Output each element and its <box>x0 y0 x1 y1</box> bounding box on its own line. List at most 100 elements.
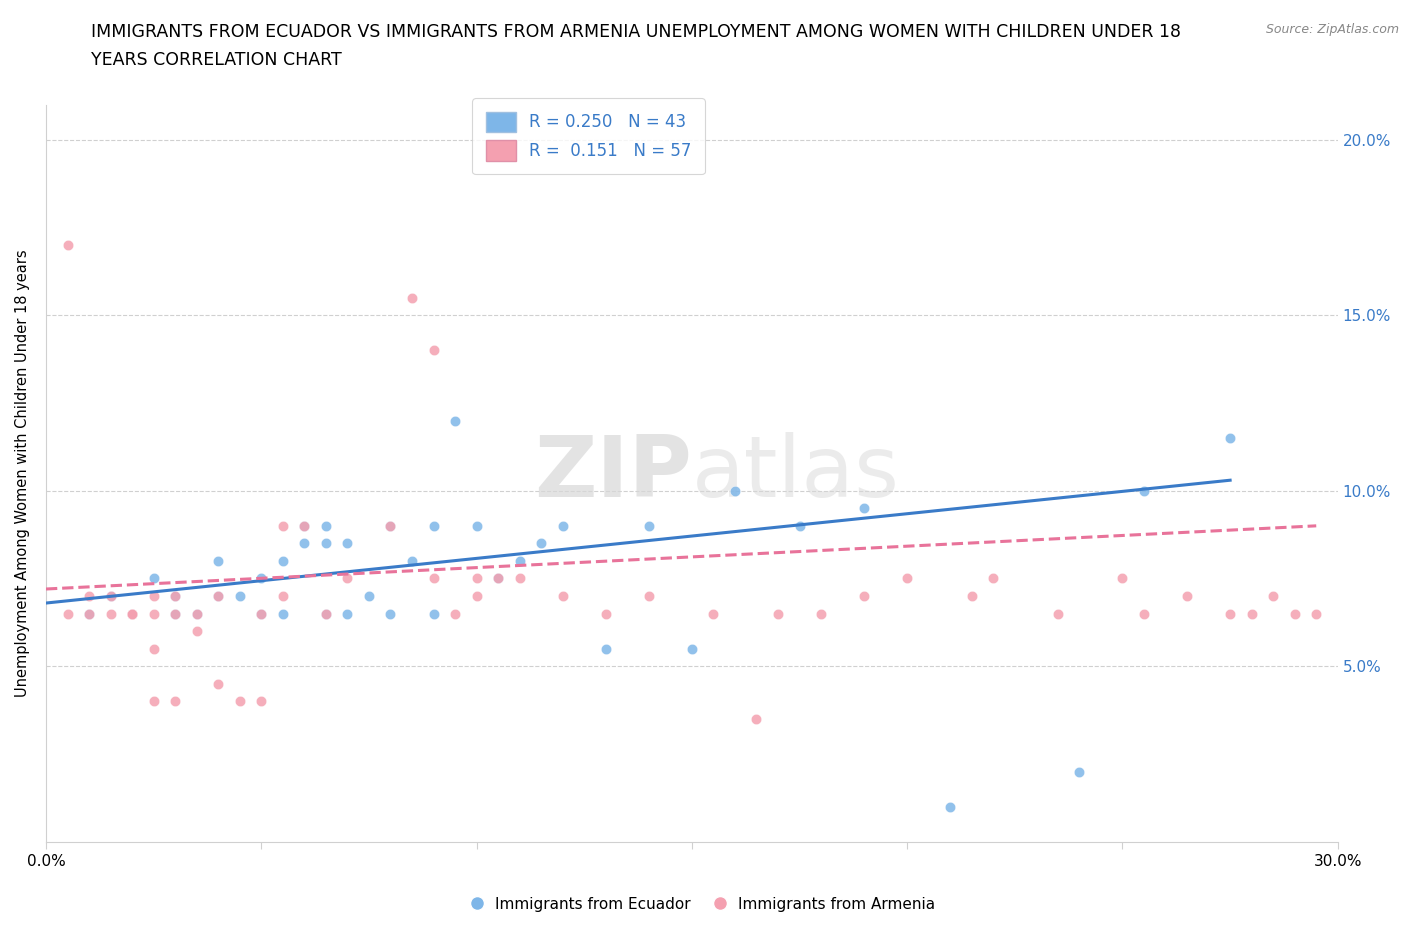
Point <box>207 553 229 568</box>
Point <box>810 606 832 621</box>
Point <box>271 553 294 568</box>
Point <box>486 571 509 586</box>
Point <box>315 536 337 551</box>
Point <box>165 606 187 621</box>
Point <box>422 518 444 533</box>
Point <box>444 413 467 428</box>
Point <box>336 606 359 621</box>
Point <box>380 518 402 533</box>
Point <box>121 606 143 621</box>
Point <box>595 641 617 656</box>
Legend: Immigrants from Ecuador, Immigrants from Armenia: Immigrants from Ecuador, Immigrants from… <box>464 891 942 918</box>
Point <box>121 606 143 621</box>
Point <box>1133 606 1156 621</box>
Point <box>142 694 165 709</box>
Point <box>100 589 122 604</box>
Point <box>250 571 273 586</box>
Point <box>380 518 402 533</box>
Point <box>165 589 187 604</box>
Point <box>77 606 100 621</box>
Point <box>207 589 229 604</box>
Point <box>271 589 294 604</box>
Point <box>1069 764 1091 779</box>
Point <box>465 571 488 586</box>
Point <box>292 536 315 551</box>
Point <box>121 606 143 621</box>
Point <box>1046 606 1069 621</box>
Point <box>380 606 402 621</box>
Point <box>250 694 273 709</box>
Point <box>292 518 315 533</box>
Point <box>486 571 509 586</box>
Point <box>551 589 574 604</box>
Point <box>336 536 359 551</box>
Point <box>465 589 488 604</box>
Point <box>637 589 659 604</box>
Point <box>853 501 876 516</box>
Point <box>896 571 918 586</box>
Point <box>1219 606 1241 621</box>
Point <box>357 589 380 604</box>
Text: ZIP: ZIP <box>534 432 692 514</box>
Point <box>77 589 100 604</box>
Point <box>724 484 747 498</box>
Point <box>551 518 574 533</box>
Point <box>142 606 165 621</box>
Point <box>336 571 359 586</box>
Point <box>422 606 444 621</box>
Point <box>165 606 187 621</box>
Point <box>1219 431 1241 445</box>
Point <box>56 238 79 253</box>
Point <box>595 606 617 621</box>
Text: Source: ZipAtlas.com: Source: ZipAtlas.com <box>1265 23 1399 36</box>
Point <box>681 641 703 656</box>
Point <box>315 518 337 533</box>
Legend: R = 0.250   N = 43, R =  0.151   N = 57: R = 0.250 N = 43, R = 0.151 N = 57 <box>472 99 704 174</box>
Point <box>401 290 423 305</box>
Point <box>142 641 165 656</box>
Point <box>271 606 294 621</box>
Point <box>401 553 423 568</box>
Point <box>509 571 531 586</box>
Point <box>789 518 811 533</box>
Text: atlas: atlas <box>692 432 900 514</box>
Point <box>315 606 337 621</box>
Point <box>207 589 229 604</box>
Point <box>271 518 294 533</box>
Point <box>165 589 187 604</box>
Point <box>207 676 229 691</box>
Point <box>637 518 659 533</box>
Point <box>229 694 252 709</box>
Text: YEARS CORRELATION CHART: YEARS CORRELATION CHART <box>91 51 342 69</box>
Point <box>444 606 467 621</box>
Point <box>766 606 789 621</box>
Point <box>100 589 122 604</box>
Point <box>1284 606 1306 621</box>
Point <box>100 606 122 621</box>
Point <box>509 553 531 568</box>
Point <box>250 606 273 621</box>
Point <box>745 711 768 726</box>
Point <box>422 571 444 586</box>
Point <box>186 624 208 639</box>
Point <box>250 606 273 621</box>
Point <box>1111 571 1133 586</box>
Point <box>229 589 252 604</box>
Point <box>186 606 208 621</box>
Point <box>121 606 143 621</box>
Y-axis label: Unemployment Among Women with Children Under 18 years: Unemployment Among Women with Children U… <box>15 249 30 697</box>
Point <box>465 518 488 533</box>
Point <box>1175 589 1198 604</box>
Point <box>702 606 724 621</box>
Point <box>939 799 962 814</box>
Point <box>853 589 876 604</box>
Point <box>1240 606 1263 621</box>
Point <box>960 589 983 604</box>
Point <box>142 571 165 586</box>
Point <box>315 606 337 621</box>
Point <box>1133 484 1156 498</box>
Point <box>142 589 165 604</box>
Point <box>56 606 79 621</box>
Point <box>1305 606 1327 621</box>
Point <box>186 606 208 621</box>
